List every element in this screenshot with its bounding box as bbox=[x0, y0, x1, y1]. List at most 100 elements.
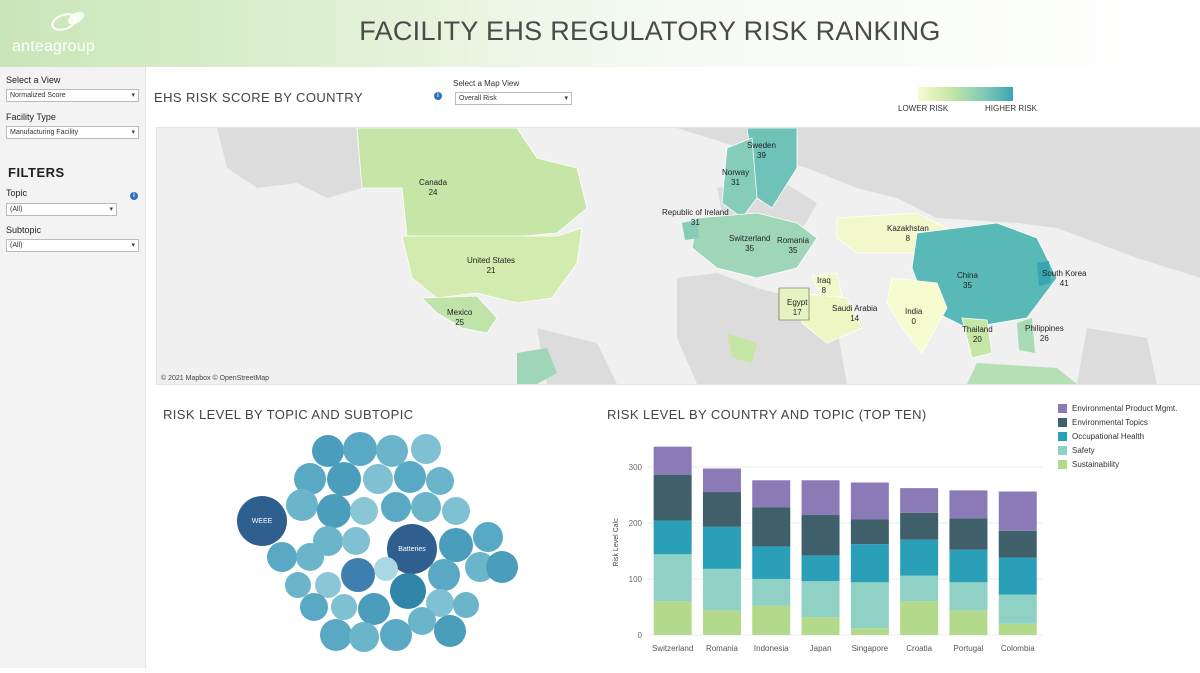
subtopic-bubble[interactable] bbox=[300, 593, 328, 621]
subtopic-bubble[interactable] bbox=[434, 615, 466, 647]
bar-segment-environmental-topics-romania[interactable] bbox=[702, 492, 741, 527]
subtopic-bubble[interactable] bbox=[442, 497, 470, 525]
subtopic-bubble[interactable] bbox=[411, 434, 441, 464]
country-europe bbox=[691, 212, 818, 279]
view-dropdown[interactable]: Normalized Score ▾ bbox=[6, 89, 139, 102]
subtopic-bubble[interactable] bbox=[320, 619, 352, 651]
subtopic-bubble[interactable] bbox=[331, 594, 357, 620]
subtopic-bubble[interactable] bbox=[453, 592, 479, 618]
bar-segment-safety-singapore[interactable] bbox=[850, 582, 889, 629]
bar-segment-safety-switzerland[interactable] bbox=[653, 554, 692, 602]
bar-segment-safety-croatia[interactable] bbox=[900, 575, 939, 602]
bar-segment-environmental-topics-colombia[interactable] bbox=[998, 530, 1037, 558]
bar-segment-environmental-product-mgmt--japan[interactable] bbox=[801, 480, 840, 516]
subtopic-bubble[interactable] bbox=[342, 527, 370, 555]
bar-segment-occupational-health-singapore[interactable] bbox=[850, 544, 889, 583]
subtopic-bubble[interactable] bbox=[285, 572, 311, 598]
subtopic-bubble[interactable] bbox=[296, 543, 324, 571]
subtopic-bubble[interactable] bbox=[363, 464, 393, 494]
subtopic-bubble[interactable] bbox=[473, 522, 503, 552]
subtopic-bubble[interactable] bbox=[381, 492, 411, 522]
bar-segment-occupational-health-portugal[interactable] bbox=[949, 549, 988, 583]
bar-segment-safety-portugal[interactable] bbox=[949, 582, 988, 611]
subtopic-bubble[interactable] bbox=[486, 551, 518, 583]
bar-segment-environmental-topics-portugal[interactable] bbox=[949, 518, 988, 550]
map-view-label: Select a Map View bbox=[453, 79, 520, 88]
bar-segment-environmental-topics-switzerland[interactable] bbox=[653, 474, 692, 521]
subtopic-bubble[interactable] bbox=[374, 557, 398, 581]
bar-segment-occupational-health-indonesia[interactable] bbox=[752, 546, 791, 579]
subtopic-bubble[interactable] bbox=[426, 589, 454, 617]
subtopic-bubble[interactable] bbox=[380, 619, 412, 651]
bubble-chart[interactable]: WEEE Batteries bbox=[150, 425, 570, 668]
subtopic-bubble[interactable] bbox=[315, 572, 341, 598]
subtopic-bubble[interactable] bbox=[267, 542, 297, 572]
subtopic-bubble[interactable] bbox=[439, 528, 473, 562]
x-tick-label: Colombia bbox=[1001, 644, 1035, 653]
country-norway bbox=[721, 137, 758, 219]
bar-segment-occupational-health-croatia[interactable] bbox=[900, 539, 939, 576]
subtopic-bubble[interactable] bbox=[349, 622, 379, 652]
subtopic-bubble[interactable] bbox=[394, 461, 426, 493]
bar-segment-safety-romania[interactable] bbox=[702, 568, 741, 611]
subtopic-bubble[interactable] bbox=[294, 463, 326, 495]
subtopic-bubble[interactable] bbox=[387, 524, 437, 574]
bar-segment-environmental-product-mgmt--colombia[interactable] bbox=[998, 491, 1037, 531]
antea-logo[interactable]: anteagroup bbox=[0, 0, 150, 67]
bar-segment-sustainability-japan[interactable] bbox=[801, 617, 840, 635]
subtopic-bubble[interactable] bbox=[312, 435, 344, 467]
bar-segment-environmental-product-mgmt--romania[interactable] bbox=[702, 468, 741, 493]
subtopic-bubble[interactable] bbox=[341, 558, 375, 592]
bar-segment-environmental-topics-singapore[interactable] bbox=[850, 519, 889, 545]
bar-segment-environmental-product-mgmt--switzerland[interactable] bbox=[653, 446, 692, 475]
bar-segment-environmental-topics-indonesia[interactable] bbox=[752, 507, 791, 547]
subtopic-bubble[interactable] bbox=[317, 494, 351, 528]
subtopic-bubble[interactable] bbox=[376, 435, 408, 467]
bar-segment-safety-japan[interactable] bbox=[801, 581, 840, 618]
bar-segment-sustainability-indonesia[interactable] bbox=[752, 605, 791, 635]
bar-segment-sustainability-singapore[interactable] bbox=[850, 628, 889, 635]
subtopic-bubble[interactable] bbox=[350, 497, 378, 525]
bar-segment-environmental-product-mgmt--portugal[interactable] bbox=[949, 490, 988, 519]
risk-color-legend bbox=[918, 87, 1013, 101]
bar-segment-environmental-topics-japan[interactable] bbox=[801, 515, 840, 556]
subtopic-bubble[interactable] bbox=[358, 593, 390, 625]
bar-segment-environmental-topics-croatia[interactable] bbox=[900, 512, 939, 540]
bar-segment-occupational-health-romania[interactable] bbox=[702, 526, 741, 569]
stacked-bar-chart[interactable]: 0 100 200 300 Risk Level Calc Switzerland Roma… bbox=[600, 425, 1050, 668]
subtopic-bubble[interactable] bbox=[426, 467, 454, 495]
subtopic-bubble[interactable] bbox=[428, 559, 460, 591]
subtopic-bubble[interactable] bbox=[408, 607, 436, 635]
bar-segment-environmental-product-mgmt--indonesia[interactable] bbox=[752, 480, 791, 508]
bar-segment-safety-indonesia[interactable] bbox=[752, 578, 791, 606]
bar-segment-sustainability-colombia[interactable] bbox=[998, 623, 1037, 635]
bar-segment-sustainability-portugal[interactable] bbox=[949, 610, 988, 635]
world-map[interactable]: Canada 24 United States 21 Mexico 25 Sweden 39 N… bbox=[156, 127, 1200, 385]
subtopic-bubble[interactable] bbox=[411, 492, 441, 522]
subtopic-bubble[interactable] bbox=[343, 432, 377, 466]
map-label-norway: Norway 31 bbox=[722, 168, 750, 187]
subtopic-bubble[interactable] bbox=[390, 573, 426, 609]
facility-type-dropdown[interactable]: Manufacturing Facility ▾ bbox=[6, 126, 139, 139]
subtopic-dropdown[interactable]: (All) ▾ bbox=[6, 239, 139, 252]
bar-segment-sustainability-croatia[interactable] bbox=[900, 601, 939, 635]
subtopic-bubble[interactable] bbox=[286, 489, 318, 521]
bar-canvas: 0 100 200 300 Risk Level Calc Switzerland Roma… bbox=[613, 446, 1043, 653]
bar-segment-sustainability-switzerland[interactable] bbox=[653, 601, 692, 635]
bar-segment-environmental-product-mgmt--croatia[interactable] bbox=[900, 488, 939, 513]
bar-segment-occupational-health-switzerland[interactable] bbox=[653, 520, 692, 555]
map-view-dropdown[interactable]: Overall Risk ▾ bbox=[455, 92, 572, 105]
bar-segment-sustainability-romania[interactable] bbox=[702, 610, 741, 635]
bar-segment-occupational-health-japan[interactable] bbox=[801, 555, 840, 582]
header-banner: anteagroup FACILITY EHS REGULATORY RISK … bbox=[0, 0, 1200, 67]
subtopic-bubble[interactable] bbox=[327, 462, 361, 496]
bar-segment-occupational-health-colombia[interactable] bbox=[998, 557, 1037, 595]
bar-segment-environmental-product-mgmt--singapore[interactable] bbox=[850, 482, 889, 520]
bar-segment-safety-colombia[interactable] bbox=[998, 594, 1037, 624]
info-icon[interactable]: i bbox=[130, 192, 138, 200]
subtopic-bubble[interactable] bbox=[237, 496, 287, 546]
subtopic-bubble[interactable] bbox=[465, 552, 495, 582]
topic-dropdown[interactable]: (All) ▾ bbox=[6, 203, 117, 216]
info-icon[interactable]: i bbox=[434, 92, 442, 100]
map-section-title: EHS RISK SCORE BY COUNTRY bbox=[154, 90, 363, 105]
